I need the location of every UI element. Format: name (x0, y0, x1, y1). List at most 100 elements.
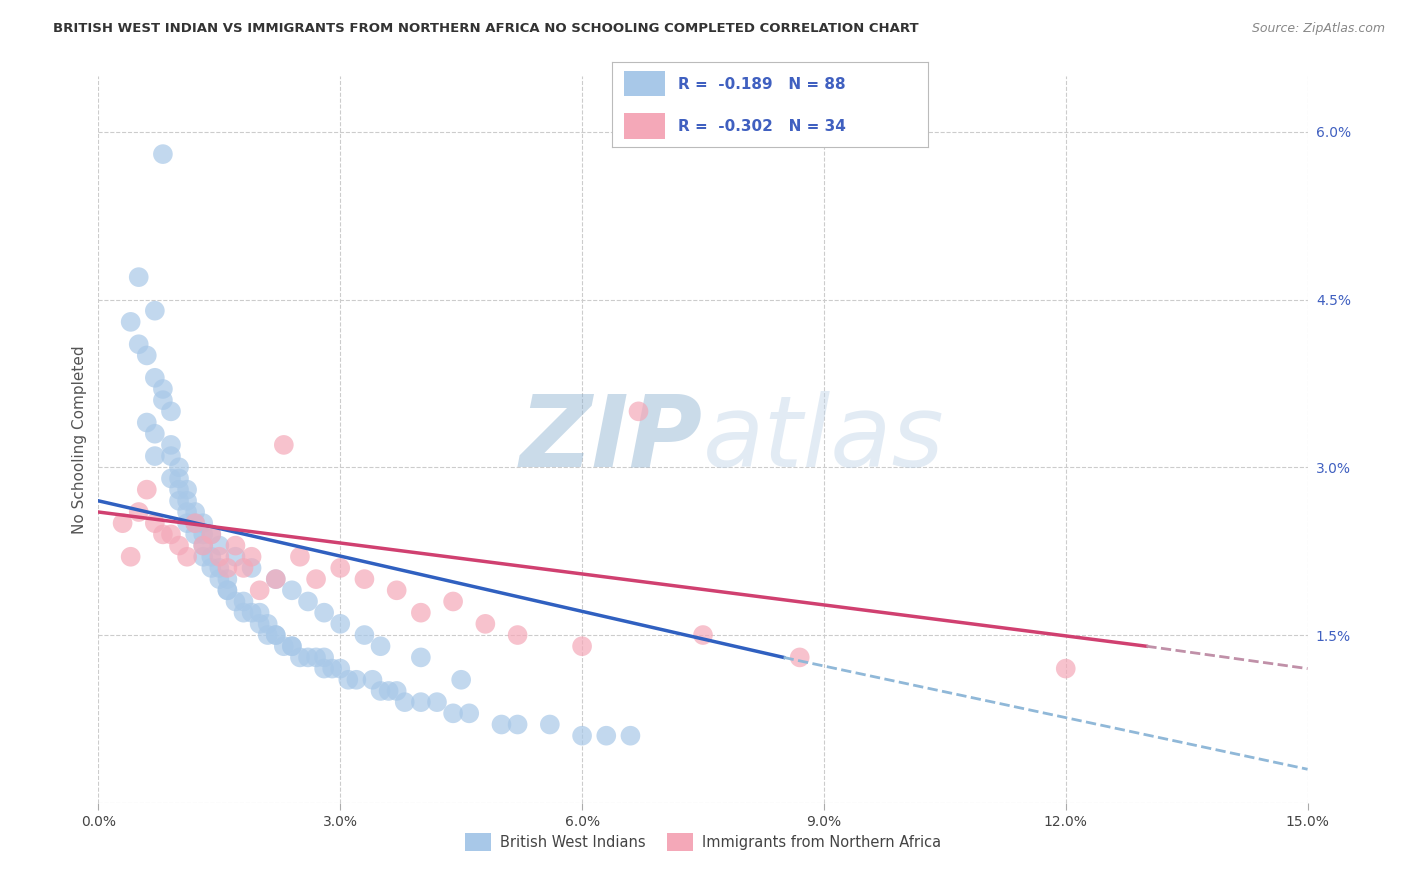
Point (305, 572, 328, 586)
Point (329, 616, 352, 631)
Point (167, 483, 190, 497)
Text: ZIP: ZIP (520, 391, 703, 488)
Point (128, 270, 150, 285)
Point (193, 516, 215, 531)
Point (135, 483, 157, 497)
Point (370, 684, 392, 698)
Point (224, 549, 246, 564)
Point (143, 371, 166, 385)
Point (193, 539, 215, 553)
Point (240, 606, 263, 620)
Point (249, 583, 271, 598)
Point (409, 650, 432, 665)
Point (329, 662, 352, 676)
Point (491, 717, 513, 731)
Point (176, 516, 198, 531)
Point (240, 561, 263, 575)
Point (167, 471, 190, 485)
Point (184, 516, 207, 531)
Point (184, 505, 207, 519)
Point (458, 706, 481, 721)
Point (128, 337, 150, 351)
Point (200, 561, 222, 575)
Point (789, 650, 811, 665)
Text: Source: ZipAtlas.com: Source: ZipAtlas.com (1251, 22, 1385, 36)
Point (143, 426, 166, 441)
Text: R =  -0.302   N = 34: R = -0.302 N = 34 (678, 119, 846, 134)
Text: atlas: atlas (703, 391, 945, 488)
Point (273, 639, 295, 653)
Point (409, 606, 432, 620)
Point (273, 438, 295, 452)
Point (370, 639, 392, 653)
Point (353, 572, 375, 586)
Point (595, 729, 617, 743)
Point (160, 404, 183, 418)
Point (264, 628, 287, 642)
Point (160, 449, 183, 463)
Point (305, 650, 328, 665)
Point (208, 539, 231, 553)
Point (314, 650, 336, 665)
Point (176, 493, 198, 508)
Point (200, 549, 222, 564)
Point (128, 505, 150, 519)
Point (394, 695, 416, 709)
Point (120, 315, 142, 329)
Point (167, 493, 190, 508)
Point (208, 549, 231, 564)
Point (538, 717, 561, 731)
Point (281, 583, 304, 598)
Point (200, 527, 222, 541)
Point (619, 729, 641, 743)
Point (571, 729, 593, 743)
Point (217, 572, 239, 586)
Point (256, 616, 278, 631)
Point (344, 673, 367, 687)
Point (184, 527, 207, 541)
Point (256, 628, 278, 642)
Point (297, 650, 319, 665)
Point (167, 460, 190, 475)
Point (160, 527, 183, 541)
Point (249, 606, 271, 620)
Point (264, 572, 287, 586)
Point (135, 416, 157, 430)
Point (441, 706, 464, 721)
Bar (624, 113, 665, 139)
Point (193, 549, 215, 564)
Point (143, 303, 166, 318)
Point (217, 561, 239, 575)
Point (281, 639, 304, 653)
Point (506, 628, 529, 642)
Text: R =  -0.189   N = 88: R = -0.189 N = 88 (678, 77, 845, 92)
Point (120, 549, 142, 564)
Bar (624, 71, 665, 96)
Point (377, 684, 399, 698)
Point (441, 594, 464, 608)
Point (314, 662, 336, 676)
Point (281, 639, 304, 653)
Point (135, 348, 157, 362)
Point (288, 650, 311, 665)
Point (143, 449, 166, 463)
Point (692, 628, 714, 642)
Point (167, 539, 190, 553)
Point (143, 516, 166, 531)
Point (160, 471, 183, 485)
Point (571, 639, 593, 653)
Point (264, 572, 287, 586)
Point (232, 594, 254, 608)
Point (152, 147, 174, 161)
Point (426, 695, 449, 709)
Text: BRITISH WEST INDIAN VS IMMIGRANTS FROM NORTHERN AFRICA NO SCHOOLING COMPLETED CO: BRITISH WEST INDIAN VS IMMIGRANTS FROM N… (53, 22, 920, 36)
Point (297, 594, 319, 608)
Point (193, 539, 215, 553)
Point (193, 527, 215, 541)
Point (111, 516, 134, 531)
Point (232, 561, 254, 575)
Point (409, 695, 432, 709)
Point (506, 717, 529, 731)
Point (240, 549, 263, 564)
Point (474, 616, 496, 631)
